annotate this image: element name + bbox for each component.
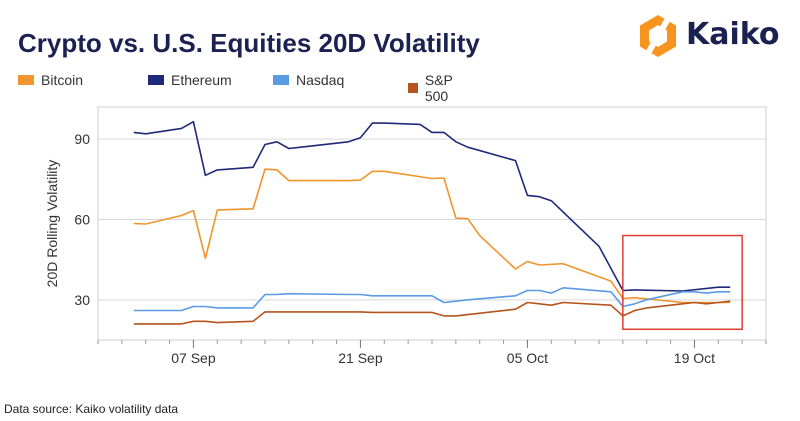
- brand-name: Kaiko: [686, 17, 780, 52]
- x-tick-label: 21 Sep: [338, 350, 383, 366]
- y-tick-label: 90: [74, 131, 90, 147]
- legend-swatch: [18, 75, 34, 85]
- data-source-note: Data source: Kaiko volatility data: [4, 402, 179, 416]
- legend-item: Bitcoin: [18, 72, 83, 88]
- kaiko-logo-icon: [640, 13, 676, 59]
- legend-label: Bitcoin: [41, 72, 84, 88]
- x-tick-label: 05 Oct: [507, 350, 548, 366]
- y-tick-label: 30: [74, 292, 90, 308]
- x-tick-label: 19 Oct: [674, 350, 715, 366]
- brand-logo: Kaiko: [634, 12, 784, 60]
- legend-item: Ethereum: [148, 72, 232, 88]
- legend-swatch: [273, 75, 289, 85]
- chart-title: Crypto vs. U.S. Equities 20D Volatility: [18, 28, 480, 58]
- series-line-ethereum: [133, 120, 731, 292]
- legend-item: Nasdaq: [273, 72, 344, 88]
- series-line-nasdaq: [133, 286, 731, 312]
- y-tick-label: 60: [74, 211, 90, 227]
- legend-swatch: [408, 83, 418, 93]
- series-line-s-p-500: [133, 300, 731, 325]
- legend-label: S&P 500: [424, 72, 453, 104]
- highlight-box: [622, 234, 743, 331]
- legend-swatch: [148, 75, 164, 85]
- series-line-bitcoin: [133, 168, 731, 304]
- legend-label: Nasdaq: [296, 72, 345, 88]
- x-tick-label: 07 Sep: [171, 350, 216, 366]
- legend-label: Ethereum: [171, 72, 232, 88]
- y-axis-label: 20D Rolling Volatility: [44, 160, 60, 288]
- legend-item: S&P 500: [408, 72, 459, 104]
